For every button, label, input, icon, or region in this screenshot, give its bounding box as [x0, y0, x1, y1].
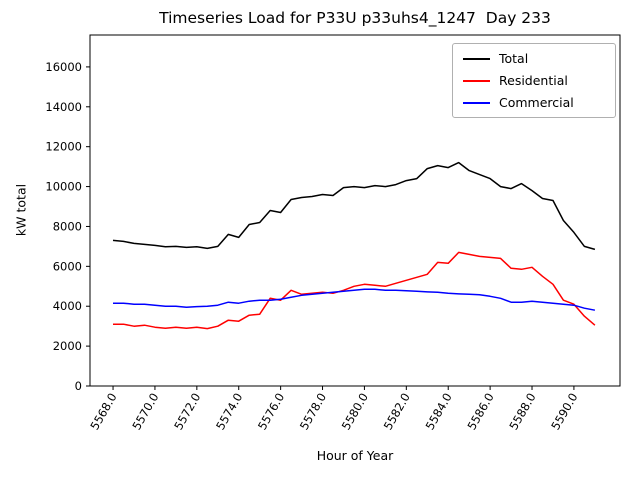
x-tick-label: 5588.0: [506, 391, 538, 433]
legend-entry-total: Total: [463, 51, 603, 66]
commercial-line-swatch: [463, 101, 490, 104]
line-residential: [113, 251, 596, 330]
y-tick-label: 4000: [53, 299, 82, 313]
chart-title: Timeseries Load for P33U p33uhs4_1247 Da…: [159, 9, 551, 27]
x-tick-label: 5572.0: [171, 391, 203, 433]
line-total: [112, 161, 596, 251]
residential-line-swatch: [463, 79, 490, 82]
legend-entry-commercial: Commercial: [463, 95, 603, 110]
x-tick-label: 5574.0: [213, 391, 245, 433]
legend-label-residential: Residential: [499, 73, 568, 88]
x-tick-label: 5570.0: [129, 391, 161, 433]
x-tick-label: 5576.0: [255, 391, 287, 433]
line-commercial: [113, 288, 596, 311]
y-tick-label: 14000: [45, 100, 82, 114]
legend-entry-residential: Residential: [463, 73, 603, 88]
x-tick-label: 5580.0: [339, 391, 371, 433]
y-axis-label: kW total: [13, 183, 29, 237]
x-tick-label: 5568.0: [87, 391, 119, 433]
x-axis-label: Hour of Year: [316, 448, 394, 463]
y-tick-label: 12000: [45, 140, 82, 154]
y-tick-label: 6000: [53, 259, 82, 273]
total-line-swatch: [463, 57, 490, 60]
y-tick-label: 10000: [45, 180, 82, 194]
x-tick-label: 5590.0: [548, 391, 580, 433]
x-tick-label: 5582.0: [381, 391, 413, 433]
y-tick-label: 16000: [45, 60, 82, 74]
y-tick-label: 2000: [53, 339, 82, 353]
x-tick-label: 5584.0: [423, 391, 455, 433]
legend: Total Residential Commercial: [452, 43, 616, 118]
y-tick-label: 8000: [53, 219, 82, 233]
y-tick-label: 0: [75, 379, 82, 393]
legend-label-total: Total: [499, 51, 529, 66]
legend-label-commercial: Commercial: [499, 95, 574, 110]
x-tick-label: 5578.0: [297, 391, 329, 433]
plot-frame: [89, 34, 621, 387]
x-tick-label: 5586.0: [464, 391, 496, 433]
